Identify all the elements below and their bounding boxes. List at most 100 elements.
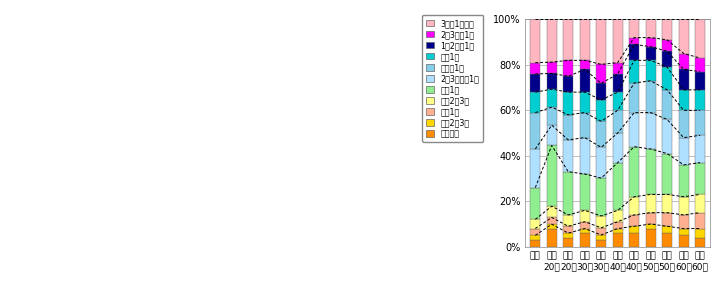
Bar bbox=[629, 113, 639, 147]
Bar bbox=[646, 60, 655, 81]
Bar bbox=[679, 138, 689, 165]
Bar bbox=[547, 146, 557, 206]
Bar bbox=[580, 233, 589, 247]
Bar bbox=[547, 206, 557, 217]
Bar bbox=[613, 163, 623, 210]
Bar bbox=[662, 154, 672, 194]
Bar bbox=[646, 149, 655, 194]
Bar bbox=[547, 224, 557, 229]
Bar bbox=[580, 174, 589, 210]
Bar bbox=[646, 19, 655, 37]
Bar bbox=[531, 240, 540, 247]
Bar bbox=[629, 197, 639, 215]
Bar bbox=[596, 216, 606, 228]
Bar bbox=[695, 238, 705, 247]
Bar bbox=[547, 229, 557, 247]
Bar bbox=[531, 63, 540, 74]
Bar bbox=[695, 72, 705, 90]
Bar bbox=[580, 229, 589, 233]
Bar bbox=[679, 110, 689, 138]
Bar bbox=[547, 107, 557, 125]
Bar bbox=[695, 58, 705, 72]
Bar bbox=[531, 149, 540, 188]
Bar bbox=[662, 90, 672, 120]
Bar bbox=[596, 178, 606, 216]
Bar bbox=[646, 194, 655, 212]
Bar bbox=[563, 215, 573, 226]
Bar bbox=[596, 83, 606, 100]
Bar bbox=[662, 226, 672, 233]
Bar bbox=[531, 19, 540, 63]
Bar bbox=[613, 229, 623, 233]
Bar bbox=[596, 100, 606, 121]
Bar bbox=[646, 229, 655, 247]
Bar bbox=[662, 233, 672, 247]
Bar bbox=[563, 233, 573, 238]
Bar bbox=[563, 76, 573, 92]
Bar bbox=[646, 212, 655, 224]
Legend: 3年に1回未満, 2〜3年に1回, 1〜2年に1回, 年に1回, 半年に1回, 2〜3カ月に1回, 月に1回, 月に2〜3回, 週に1回, 週に2〜3回, ほぼ: 3年に1回未満, 2〜3年に1回, 1〜2年に1回, 年に1回, 半年に1回, … bbox=[422, 15, 484, 142]
Bar bbox=[646, 81, 655, 113]
Bar bbox=[662, 67, 672, 90]
Bar bbox=[662, 212, 672, 226]
Bar bbox=[596, 19, 606, 64]
Bar bbox=[613, 222, 623, 229]
Bar bbox=[596, 240, 606, 247]
Bar bbox=[547, 125, 557, 146]
Bar bbox=[613, 74, 623, 92]
Bar bbox=[679, 53, 689, 69]
Bar bbox=[547, 89, 557, 107]
Bar bbox=[563, 19, 573, 60]
Bar bbox=[629, 226, 639, 233]
Bar bbox=[596, 228, 606, 235]
Bar bbox=[662, 19, 672, 40]
Bar bbox=[613, 233, 623, 247]
Bar bbox=[646, 37, 655, 47]
Bar bbox=[596, 147, 606, 178]
Bar bbox=[563, 140, 573, 172]
Bar bbox=[629, 233, 639, 247]
Bar bbox=[695, 163, 705, 194]
Bar bbox=[531, 113, 540, 149]
Bar bbox=[580, 210, 589, 222]
Bar bbox=[679, 197, 689, 215]
Bar bbox=[580, 92, 589, 113]
Bar bbox=[629, 215, 639, 226]
Bar bbox=[662, 40, 672, 51]
Bar bbox=[695, 19, 705, 58]
Bar bbox=[531, 229, 540, 235]
Bar bbox=[563, 238, 573, 247]
Bar bbox=[580, 113, 589, 138]
Bar bbox=[679, 229, 689, 235]
Bar bbox=[679, 69, 689, 90]
Bar bbox=[547, 217, 557, 224]
Bar bbox=[629, 19, 639, 37]
Bar bbox=[695, 110, 705, 135]
Bar bbox=[531, 92, 540, 113]
Bar bbox=[531, 74, 540, 92]
Bar bbox=[646, 47, 655, 60]
Bar bbox=[531, 235, 540, 240]
Bar bbox=[679, 90, 689, 110]
Bar bbox=[613, 19, 623, 63]
Bar bbox=[563, 115, 573, 140]
Bar bbox=[629, 37, 639, 44]
Bar bbox=[629, 44, 639, 60]
Bar bbox=[547, 74, 557, 89]
Bar bbox=[580, 138, 589, 174]
Bar bbox=[646, 113, 655, 149]
Bar bbox=[613, 92, 623, 110]
Bar bbox=[613, 110, 623, 133]
Bar bbox=[679, 235, 689, 247]
Bar bbox=[613, 63, 623, 74]
Bar bbox=[580, 222, 589, 229]
Bar bbox=[580, 69, 589, 92]
Bar bbox=[695, 194, 705, 212]
Bar bbox=[646, 224, 655, 229]
Bar bbox=[580, 19, 589, 60]
Bar bbox=[596, 235, 606, 240]
Bar bbox=[563, 92, 573, 115]
Bar bbox=[679, 165, 689, 197]
Bar bbox=[695, 229, 705, 238]
Bar bbox=[580, 60, 589, 69]
